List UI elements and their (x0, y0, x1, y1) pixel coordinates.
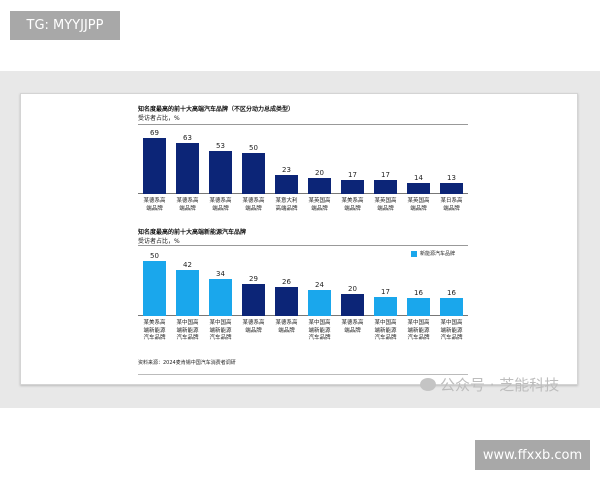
category-label: 某德系高 端品牌 (176, 198, 199, 212)
bar (209, 151, 232, 194)
source-note: 资料来源：2024麦肯锡中国汽车消费者调研 (138, 360, 236, 366)
category-label: 某德系高 端品牌 (341, 320, 364, 334)
bar (341, 180, 364, 194)
data-label: 17 (381, 288, 390, 297)
bar (308, 177, 331, 194)
chart2-legend: 新能源汽车品牌 (411, 250, 455, 257)
tg-watermark: TG: MYYJJPP (10, 11, 120, 40)
bar (143, 261, 166, 316)
data-label: 63 (183, 133, 192, 142)
data-label: 50 (150, 252, 159, 260)
data-label: 23 (282, 166, 291, 175)
chart1-axis (138, 193, 468, 194)
category-label: 某德系高 端品牌 (143, 198, 166, 212)
wechat-icon (420, 378, 436, 391)
category-label: 某日系高 端品牌 (440, 198, 463, 212)
data-label: 16 (447, 289, 456, 298)
bar (176, 269, 199, 316)
bar (407, 298, 430, 316)
chart1-subtitle: 受访者占比，% (138, 115, 180, 122)
data-label: 26 (282, 278, 291, 287)
bar (275, 287, 298, 316)
site-watermark: www.ffxxb.com (475, 440, 590, 470)
bar (242, 284, 265, 316)
chart1: 69 某德系高 端品牌 63 某德系高 端品牌 53 某德系高 端品牌 50 某德系高 端品牌 23 某意… (138, 129, 468, 212)
chart1-rule (138, 124, 468, 125)
category-label: 某德系高 端品牌 (275, 320, 298, 334)
bar (275, 175, 298, 194)
bar (374, 297, 397, 316)
report-card (20, 93, 578, 385)
category-label: 某美系高 端新能源 汽车品牌 (143, 320, 166, 341)
chart2: 50 某美系高 端新能源 汽车品牌 42 某中国高 端新能源 汽车品牌 34 某中国高 端新能源 汽车… (138, 252, 468, 341)
chart2-subtitle: 受访者占比，% (138, 238, 180, 245)
legend-label: 新能源汽车品牌 (420, 251, 456, 257)
bar (242, 153, 265, 194)
category-label: 某英国高 端品牌 (308, 198, 331, 212)
bar (440, 183, 463, 194)
category-label: 某中国高 端新能源 汽车品牌 (209, 320, 232, 341)
data-label: 29 (249, 275, 258, 284)
data-label: 69 (150, 129, 159, 137)
data-label: 34 (216, 269, 225, 278)
category-label: 某中国高 端新能源 汽车品牌 (176, 320, 199, 341)
bar (308, 289, 331, 316)
bar (440, 298, 463, 316)
data-label: 24 (315, 280, 324, 289)
category-label: 某英国高 端品牌 (407, 198, 430, 212)
data-label: 17 (381, 171, 390, 180)
data-label: 13 (447, 174, 456, 183)
data-label: 20 (315, 168, 324, 177)
footer-rule (138, 374, 468, 375)
chart2-title: 知名度最高的前十大高端新能源汽车品牌 (138, 229, 247, 236)
category-label: 某英国高 端品牌 (374, 198, 397, 212)
bar (209, 278, 232, 316)
data-label: 20 (348, 285, 357, 293)
category-label: 某中国高 端新能源 汽车品牌 (374, 320, 397, 341)
data-label: 53 (216, 141, 225, 150)
category-label: 某德系高 端品牌 (242, 198, 265, 212)
data-label: 50 (249, 144, 258, 153)
bar (341, 294, 364, 316)
category-label: 某中国高 端新能源 汽车品牌 (407, 320, 430, 341)
category-label: 某德系高 端品牌 (209, 198, 232, 212)
category-label: 某中国高 端新能源 汽车品牌 (440, 320, 463, 341)
data-label: 14 (414, 173, 423, 182)
data-label: 16 (414, 289, 423, 298)
category-label: 某德系高 端品牌 (242, 320, 265, 334)
wechat-text: 公众号 · 芝能科技 (440, 376, 560, 394)
category-label: 某意大利 高端品牌 (275, 198, 298, 212)
category-label: 某美系高 端品牌 (341, 198, 364, 212)
legend-swatch (411, 250, 417, 257)
chart2-axis (138, 315, 468, 316)
bar (176, 142, 199, 194)
chart1-title: 知名度最高的前十大高端汽车品牌（不区分动力总成类型） (138, 106, 295, 113)
bar (374, 180, 397, 194)
wechat-watermark: 公众号 · 芝能科技 (420, 374, 559, 395)
data-label: 17 (348, 171, 357, 180)
bar (407, 182, 430, 194)
data-label: 42 (183, 260, 192, 269)
category-label: 某中国高 端新能源 汽车品牌 (308, 320, 331, 341)
bar (143, 138, 166, 194)
chart2-rule (138, 245, 468, 246)
